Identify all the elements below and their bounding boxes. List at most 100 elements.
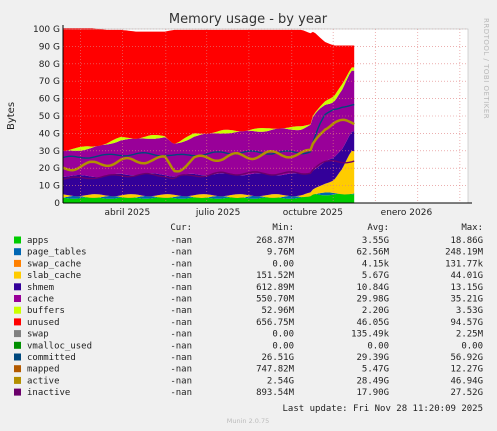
legend-avg: 10.84G [356,283,389,293]
legend-min: 268.87M [256,236,295,246]
legend-cur: -nan [170,388,192,398]
chart-title: Memory usage - by year [169,12,328,27]
y-ticks: 0 10 G 20 G 30 G 40 G 50 G 60 G 70 G 80 G 90 G 100… [33,25,60,209]
y-axis-label: Bytes [6,102,17,130]
y-tick-label: 90 G [39,42,60,52]
legend-max: 248.19M [445,248,484,258]
legend-swatch-inactive [14,388,21,396]
legend-max: 56.92G [450,353,483,363]
legend: Cur: Min: Avg: Max: apps -nan 268.87M 3.55G… [14,223,484,398]
legend-min: 656.75M [256,318,295,328]
legend-label-inactive: inactive [27,388,70,398]
y-tick-label: 80 G [39,60,60,70]
x-tick-label: abril 2025 [105,208,151,218]
y-tick-label: 30 G [39,147,60,157]
legend-max: 18.86G [450,236,483,246]
legend-cur: -nan [170,236,192,246]
legend-swatch-cache [14,295,21,302]
legend-label-slab_cache: slab_cache [27,271,81,281]
legend-min: 747.82M [256,365,295,375]
legend-max: 94.57G [450,318,483,328]
legend-cur: -nan [170,283,192,293]
legend-cur: -nan [170,248,192,258]
legend-min: 612.89M [256,283,295,293]
legend-max: 3.53G [456,306,483,316]
area-cache [63,70,355,178]
legend-label-unused: unused [27,318,60,328]
legend-max: 27.52G [450,388,483,398]
side-credit: RRDTOOL / TOBI OETIKER [482,18,490,119]
y-tick-label: 100 G [33,25,60,35]
legend-avg: 2.20G [362,306,389,316]
legend-min: 0.00 [272,341,294,351]
legend-label-apps: apps [27,236,49,246]
legend-swatch-committed [14,353,21,361]
legend-swatch-apps [14,236,21,244]
legend-max: 12.27G [450,365,483,375]
x-tick-label: enero 2026 [381,208,433,218]
legend-avg: 5.67G [362,271,389,281]
y-tick-label: 70 G [39,77,60,87]
legend-swatch-active [14,376,21,384]
legend-avg: 17.90G [356,388,389,398]
y-tick-label: 10 G [39,182,60,192]
legend-cur: -nan [170,330,192,340]
plot-area [62,25,472,204]
last-update: Last update: Fri Nov 28 11:20:09 2025 [283,404,483,414]
legend-swatch-slab_cache [14,271,21,279]
legend-cur: -nan [170,353,192,363]
legend-max: 44.01G [450,271,483,281]
grid [63,28,468,204]
legend-max: 131.77k [445,259,484,269]
legend-label-shmem: shmem [27,283,54,293]
legend-min: 151.52M [256,271,295,281]
legend-max: 35.21G [450,295,483,305]
legend-avg: 28.49G [356,376,389,386]
legend-min: 893.54M [256,388,295,398]
legend-label-committed: committed [27,353,76,363]
legend-label-buffers: buffers [27,306,65,316]
legend-header-min: Min: [272,223,294,233]
legend-cur: -nan [170,376,192,386]
legend-label-cache: cache [27,295,54,305]
legend-min: 9.76M [267,248,295,258]
legend-max: 13.15G [450,283,483,293]
legend-avg: 46.05G [356,318,389,328]
legend-label-mapped: mapped [27,365,60,375]
legend-swatch-vmalloc_used [14,341,21,349]
legend-swatch-mapped [14,365,21,373]
legend-min: 0.00 [272,259,294,269]
legend-header-cur: Cur: [170,223,192,233]
x-ticks: abril 2025 julio 2025 octubre 2025 enero 20… [105,208,433,218]
legend-label-page_tables: page_tables [27,248,87,258]
line-inactive [62,160,355,180]
legend-min: 26.51G [261,353,294,363]
x-tick-label: octubre 2025 [283,208,343,218]
legend-avg: 29.39G [356,353,389,363]
legend-label-swap_cache: swap_cache [27,259,81,269]
legend-header-avg: Avg: [367,223,389,233]
line-active [62,118,355,173]
legend-min: 2.54G [267,376,294,386]
legend-min: 550.70M [256,295,295,305]
legend-swatch-unused [14,318,21,326]
legend-avg: 135.49k [351,330,390,340]
legend-cur: -nan [170,365,192,375]
legend-cur: -nan [170,306,192,316]
legend-avg: 29.98G [356,295,389,305]
y-tick-label: 60 G [39,95,60,105]
y-tick-label: 0 [54,199,60,209]
area-apps [63,193,355,203]
x-tick-label: julio 2025 [195,208,240,218]
legend-max: 46.94G [450,376,483,386]
legend-swatch-buffers [14,306,21,314]
y-tick-label: 40 G [39,129,60,139]
legend-cur: -nan [170,341,192,351]
legend-min: 0.00 [272,330,294,340]
area-unused [63,28,355,151]
area-shmem [63,131,355,197]
legend-max: 0.00 [461,341,483,351]
legend-swatch-swap_cache [14,259,21,267]
legend-avg: 0.00 [367,341,389,351]
